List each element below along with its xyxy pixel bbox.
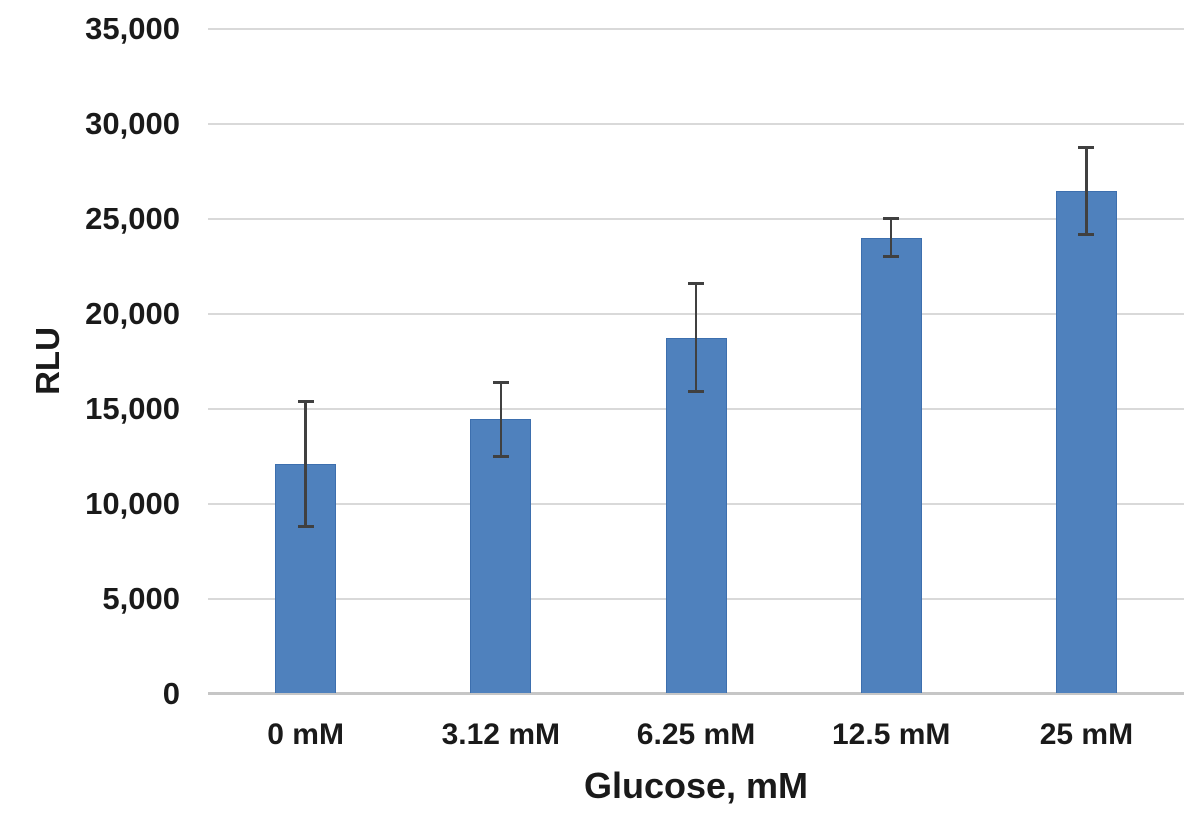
- y-tick-label: 10,000: [85, 485, 180, 521]
- bar-25mM: [1055, 191, 1117, 694]
- x-tick-label: 25 mM: [1039, 718, 1134, 751]
- y-tick-label: 25,000: [85, 200, 180, 236]
- y-axis-title: RLU: [29, 327, 66, 395]
- x-tick-label: 3.12 mM: [441, 718, 560, 751]
- gridline: [208, 122, 1184, 125]
- y-tick-label: 35,000: [85, 11, 180, 46]
- error-bar-line: [304, 401, 307, 527]
- x-tick-label: 6.25 mM: [636, 718, 756, 751]
- bar-12.5mM: [860, 237, 922, 694]
- error-bar-cap-top: [688, 281, 704, 285]
- x-axis-title: Glucose, mM: [583, 765, 809, 806]
- bar-3.12mM: [470, 419, 532, 694]
- error-bar-cap-bottom: [1078, 233, 1095, 237]
- y-tick-label: 0: [162, 675, 180, 711]
- error-bar-cap-bottom: [688, 390, 704, 394]
- bar-6.25mM: [665, 337, 727, 694]
- error-bar-line: [889, 218, 893, 257]
- error-bar-cap-top: [883, 217, 900, 221]
- y-tick-label: 15,000: [85, 390, 180, 426]
- error-bar-line: [694, 283, 698, 392]
- y-tick-label: 30,000: [85, 105, 180, 141]
- x-tick-label: 12.5 mM: [831, 718, 951, 751]
- x-tick-label: 0 mM: [267, 718, 344, 751]
- y-tick-label: 20,000: [85, 295, 180, 331]
- error-bar-cap-top: [297, 399, 314, 403]
- bar-0mM: [275, 463, 337, 694]
- gridline: [208, 28, 1184, 30]
- error-bar-cap-bottom: [883, 255, 900, 259]
- error-bar-line: [1085, 147, 1088, 235]
- error-bar-cap-bottom: [492, 454, 509, 458]
- error-bar-cap-top: [492, 380, 509, 384]
- y-tick-label: 5,000: [102, 580, 180, 616]
- gridline: [208, 217, 1184, 220]
- error-bar-cap-top: [1078, 146, 1095, 150]
- error-bar-line: [499, 382, 503, 457]
- error-bar-cap-bottom: [297, 524, 314, 528]
